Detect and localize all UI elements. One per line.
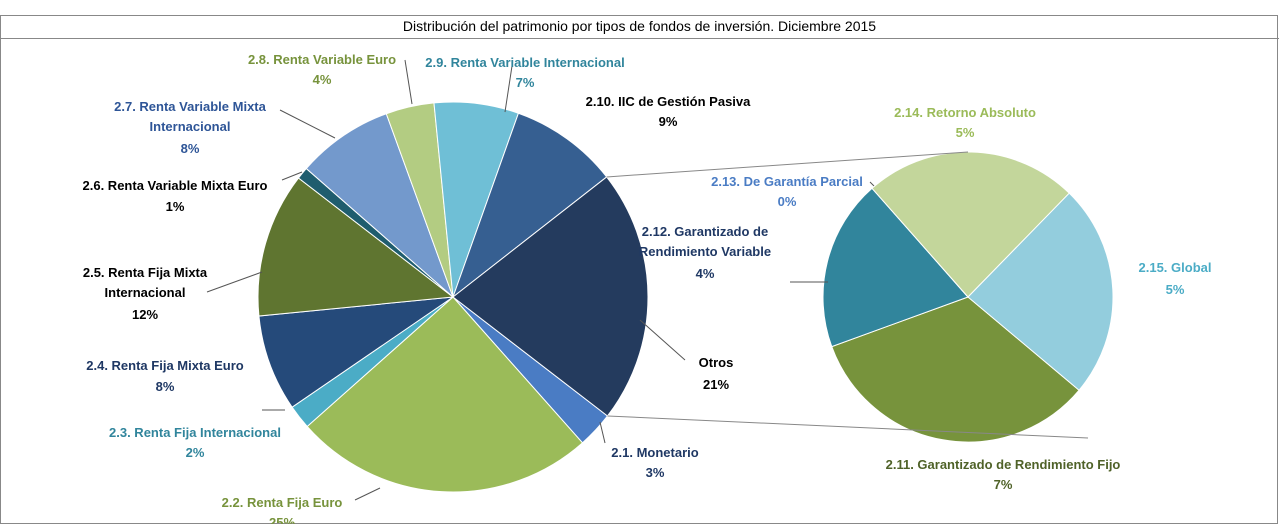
pie-slice [258,296,454,408]
slice-value-label: 5% [1165,282,1185,297]
pie-slice [451,112,608,299]
slice-label: 2.15. Global [1138,260,1212,275]
connector-line [607,415,1089,439]
connector-line [606,151,969,178]
slice-value-label: 7% [515,75,535,90]
pie-slice [967,192,1114,391]
slice-label: 2.5. Renta Fija Mixta Internacional [82,265,208,300]
slice-value-label: 8% [180,141,200,156]
slice-value-label: 7% [993,477,1013,492]
pie-slice [831,296,1080,443]
slice-value-label: 3% [645,465,665,480]
slice-label: 2.8. Renta Variable Euro [247,52,397,67]
pie-slice [257,177,455,317]
slice-value-label: 25% [268,515,296,524]
slice-label: 2.4. Renta Fija Mixta Euro [86,358,244,373]
pie-slice [452,176,649,417]
pie-slice [871,151,1070,298]
leader-line [206,271,263,293]
slice-label: 2.7. Renta Variable Mixta Internacional [114,99,266,134]
slice-label: 2.1. Monetario [611,445,699,460]
pie-slice [306,296,584,493]
slice-value-label: 5% [955,125,975,140]
leader-line [354,487,381,501]
slice-value-label: 4% [695,266,715,281]
slice-value-label: 9% [658,114,678,129]
slice-value-label: 1% [165,199,185,214]
chart-title: Distribución del patrimonio por tipos de… [402,18,877,34]
slice-value-label: 21% [702,377,730,392]
slice-label: Otros [698,355,734,370]
leader-line [639,319,686,361]
slice-label: 2.10. IIC de Gestión Pasiva [585,94,751,109]
leader-line [599,421,606,444]
slice-value-label: 4% [312,72,332,87]
slice-label: 2.3. Renta Fija Internacional [109,425,281,440]
slice-label: 2.12. Garantizado de Rendimiento Variabl… [638,224,772,259]
leader-line [404,59,413,105]
slice-value-label: 12% [131,307,159,322]
slice-value-label: 2% [185,445,205,460]
slice-label: 2.11. Garantizado de Rendimiento Fijo [885,457,1121,472]
leader-line [279,109,336,139]
slice-value-label: 8% [155,379,175,394]
pie-slice [305,113,454,298]
slice-label: 2.6. Renta Variable Mixta Euro [82,178,268,193]
slice-label: 2.14. Retorno Absoluto [894,105,1036,120]
leader-line [281,171,303,181]
slice-label: 2.2. Renta Fija Euro [221,495,343,510]
slice-label: 2.13. De Garantía Parcial [711,174,863,189]
pie-slice [822,187,969,348]
leader-line [504,65,513,113]
slice-label: 2.9. Renta Variable Internacional [425,55,625,70]
slice-value-label: 0% [777,194,797,209]
